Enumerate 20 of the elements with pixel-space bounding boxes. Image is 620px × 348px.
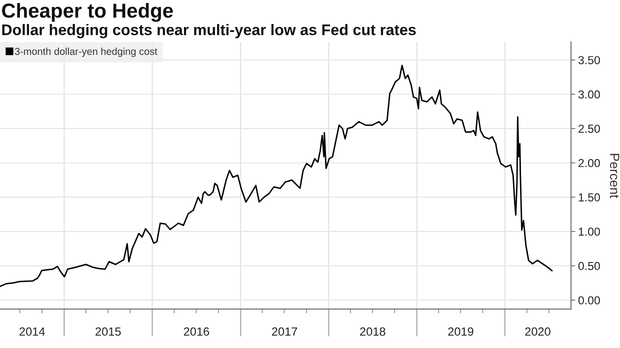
- x-tick-label: 2015: [96, 327, 121, 336]
- y-tick-label: 0.00: [578, 296, 600, 304]
- y-tick-label: 1.50: [578, 193, 600, 202]
- y-tick-label: 2.00: [578, 159, 600, 168]
- x-tick-label: 2014: [20, 327, 45, 336]
- y-tick-label: 3.50: [578, 56, 600, 64]
- x-tick-label: 2017: [272, 327, 298, 336]
- chart-subtitle: Dollar hedging costs near multi-year low as Fed cut rates: [2, 24, 416, 38]
- line-series: [0, 64, 553, 288]
- y-tick-label: 2.50: [578, 124, 600, 133]
- chart-title: Cheaper to Hedge: [2, 3, 173, 22]
- x-tick-label: 2019: [448, 327, 474, 336]
- x-tick-label: 2016: [184, 327, 210, 336]
- x-tick-label: 2020: [525, 327, 550, 336]
- y-tick-label: 3.00: [578, 90, 600, 99]
- y-tick-label: 1.00: [578, 228, 600, 236]
- x-tick-label: 2018: [360, 327, 386, 336]
- legend-label: 3-month dollar-yen hedging cost: [14, 48, 158, 57]
- y-axis-title: Percent: [610, 154, 620, 198]
- y-tick-label: 0.50: [578, 262, 600, 270]
